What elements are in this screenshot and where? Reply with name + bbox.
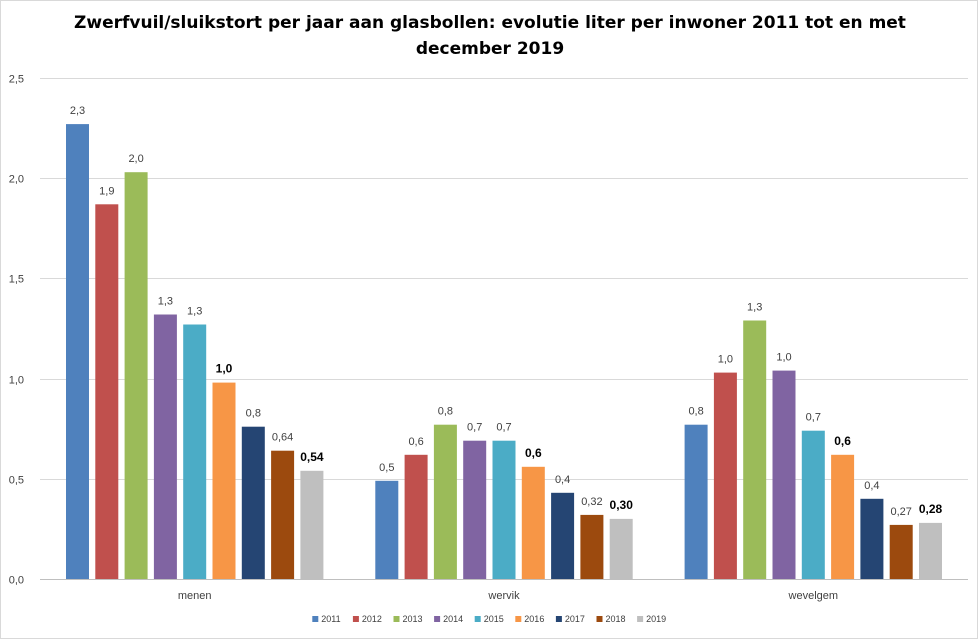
data-label-menen-2012: 1,9 <box>99 185 114 197</box>
data-label-wervik-2015: 0,7 <box>496 422 511 434</box>
data-label-wevelgem-2018: 0,27 <box>890 506 911 518</box>
bar-wevelgem-2017 <box>860 498 884 579</box>
data-label-menen-2015: 1,3 <box>187 306 202 318</box>
legend-label-2019: 2019 <box>646 614 666 624</box>
data-label-wervik-2017: 0,4 <box>555 474 570 486</box>
bar-wervik-2012 <box>404 454 428 579</box>
data-label-menen-2018: 0,64 <box>272 432 293 444</box>
legend-label-2016: 2016 <box>524 614 544 624</box>
data-label-wervik-2016: 0,6 <box>525 446 542 460</box>
y-tick-label: 2,5 <box>9 74 24 86</box>
data-label-menen-2013: 2,0 <box>128 153 143 165</box>
data-label-wevelgem-2015: 0,7 <box>806 412 821 424</box>
data-label-wervik-2013: 0,8 <box>438 406 453 418</box>
data-label-wevelgem-2011: 0,8 <box>688 406 703 418</box>
bar-wevelgem-2012 <box>713 372 737 579</box>
bar-wevelgem-2011 <box>684 424 708 579</box>
bar-wevelgem-2014 <box>772 370 796 579</box>
legend-swatch-2011 <box>312 616 319 622</box>
x-category-label: menen <box>178 590 212 602</box>
chart-title-line-2: december 2019 <box>415 39 565 59</box>
legend-label-2015: 2015 <box>484 614 504 624</box>
bar-wervik-2018 <box>580 514 604 579</box>
data-label-wevelgem-2013: 1,3 <box>747 302 762 314</box>
bar-menen-2017 <box>241 426 265 579</box>
y-tick-label: 0,0 <box>9 575 24 587</box>
legend-label-2013: 2013 <box>403 614 423 624</box>
legend-label-2017: 2017 <box>565 614 585 624</box>
data-label-wervik-2012: 0,6 <box>408 436 423 448</box>
bar-wervik-2011 <box>375 480 399 579</box>
bar-menen-2015 <box>183 324 207 579</box>
bars <box>66 124 942 580</box>
data-label-menen-2017: 0,8 <box>246 408 261 420</box>
bar-wevelgem-2013 <box>743 320 767 579</box>
bar-menen-2012 <box>95 204 119 580</box>
data-label-wervik-2018: 0,32 <box>581 496 602 508</box>
legend-swatch-2012 <box>352 616 359 622</box>
bar-wevelgem-2018 <box>889 524 913 579</box>
chart-title: Zwerfvuil/sluikstort per jaar aan glasbo… <box>60 10 920 62</box>
bar-menen-2013 <box>124 172 148 579</box>
data-label-wervik-2014: 0,7 <box>467 422 482 434</box>
data-label-menen-2019: 0,54 <box>300 450 324 464</box>
data-labels: 2,3 1,9 2,0 1,3 1,3 1,0 0,8 0,64 0,54 0,5 0,6 0,8 0,… <box>70 105 943 518</box>
data-label-wevelgem-2014: 1,0 <box>776 352 791 364</box>
y-tick-label: 2,0 <box>9 174 24 186</box>
legend-swatch-2019 <box>637 616 644 622</box>
data-label-menen-2016: 1,0 <box>216 362 233 376</box>
data-label-menen-2014: 1,3 <box>158 296 173 308</box>
bar-wervik-2016 <box>521 466 545 579</box>
legend-label-2011: 2011 <box>321 614 340 624</box>
legend-label-2012: 2012 <box>362 614 382 624</box>
legend-label-2018: 2018 <box>606 614 626 624</box>
data-label-wevelgem-2019: 0,28 <box>919 502 943 516</box>
x-category-label: wervik <box>487 590 520 602</box>
y-tick-label: 0,5 <box>9 475 24 487</box>
bar-wevelgem-2016 <box>831 454 855 579</box>
bar-wervik-2019 <box>609 518 633 579</box>
x-axis: menen wervik wevelgem <box>178 590 838 602</box>
y-tick-label: 1,5 <box>9 274 24 286</box>
bar-menen-2018 <box>271 450 295 579</box>
x-category-label: wevelgem <box>788 590 839 602</box>
data-label-wervik-2011: 0,5 <box>379 462 394 474</box>
bar-wevelgem-2015 <box>801 430 825 579</box>
bar-menen-2014 <box>153 314 177 579</box>
bar-menen-2011 <box>66 124 89 579</box>
bar-wervik-2013 <box>433 424 457 579</box>
legend-label-2014: 2014 <box>443 614 463 624</box>
data-label-wervik-2019: 0,30 <box>610 498 634 512</box>
bar-wevelgem-2019 <box>919 522 942 579</box>
legend-swatch-2017 <box>555 616 562 622</box>
legend: 2011 2012 2013 2014 2015 2016 2017 2018 2019 <box>312 614 666 624</box>
chart-title-line-1: Zwerfvuil/sluikstort per jaar aan glasbo… <box>74 13 906 33</box>
y-tick-label: 1,0 <box>9 375 24 387</box>
data-label-wevelgem-2016: 0,6 <box>834 434 851 448</box>
data-label-menen-2011: 2,3 <box>70 105 85 117</box>
legend-swatch-2016 <box>515 616 522 622</box>
bar-wervik-2015 <box>492 440 516 579</box>
legend-swatch-2014 <box>434 616 441 622</box>
legend-swatch-2013 <box>393 616 400 622</box>
data-label-wevelgem-2012: 1,0 <box>718 354 733 366</box>
legend-swatch-2015 <box>474 616 481 622</box>
bar-menen-2016 <box>212 382 236 579</box>
y-axis: 0,0 0,5 1,0 1,5 2,0 2,5 <box>9 74 24 587</box>
bar-wervik-2017 <box>551 492 575 579</box>
bar-wervik-2014 <box>463 440 487 579</box>
bar-menen-2019 <box>300 470 324 579</box>
data-label-wevelgem-2017: 0,4 <box>864 480 879 492</box>
legend-swatch-2018 <box>596 616 603 622</box>
